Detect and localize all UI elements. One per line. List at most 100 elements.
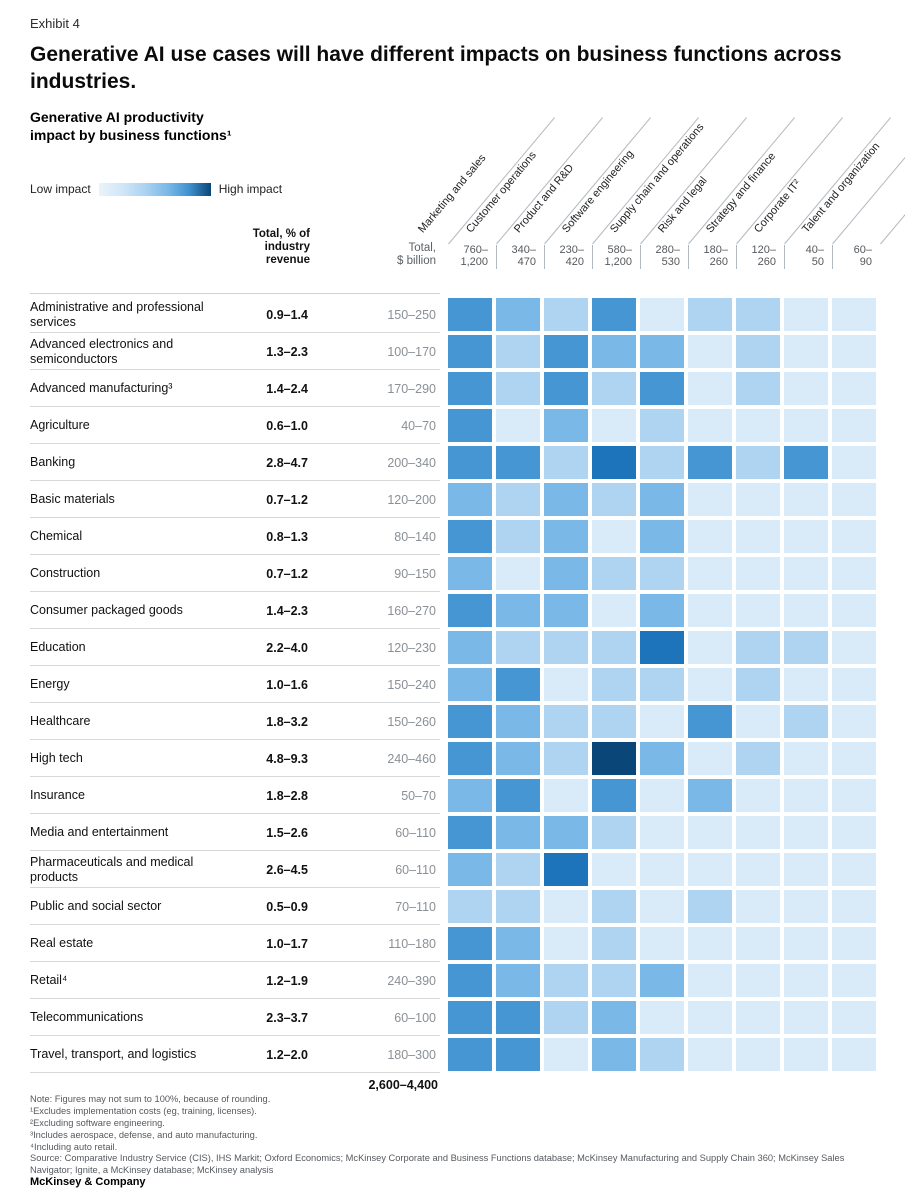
function-header-strategy-and-finance: Strategy and finance: [704, 150, 779, 236]
heat-cell-high-tech--marketing-and-sales: [448, 742, 492, 775]
industry-label: Education: [30, 640, 86, 655]
header-divider-line: [448, 117, 555, 245]
header-divider-line: [832, 117, 905, 245]
function-total-range-customer-operations: 340– 470: [511, 244, 536, 268]
heat-cell-advanced-electronics-and-semiconductors--customer-operations: [496, 335, 540, 368]
row-divider: [30, 1035, 440, 1036]
heat-cell-advanced-manufacturing--risk-and-legal: [688, 372, 732, 405]
industry-label: Pharmaceuticals and medical products: [30, 855, 194, 884]
industry-revenue-pct: 1.4–2.4: [266, 381, 308, 396]
industry-row-travel-transport-and-logistics: Travel, transport, and logistics 1.2–2.0 1…: [30, 1036, 890, 1073]
header-divider-line: [880, 117, 905, 245]
industry-heat-cells: [448, 631, 880, 664]
heat-cell-telecommunications--corporate-it: [784, 1001, 828, 1034]
function-header-software-engineering: Software engineering: [560, 147, 637, 236]
industry-heat-cells: [448, 1001, 880, 1034]
industry-heat-cells: [448, 409, 880, 442]
industry-row-advanced-electronics-and-semiconductors: Advanced electronics and semiconductors 1…: [30, 333, 890, 370]
heat-cell-advanced-manufacturing--supply-chain-and-operations: [640, 372, 684, 405]
heat-cell-high-tech--talent-and-organization: [832, 742, 876, 775]
industry-total-billion: 120–200: [387, 492, 436, 507]
function-total-range-marketing-and-sales: 760– 1,200: [460, 244, 488, 268]
heat-cell-retail--software-engineering: [592, 964, 636, 997]
heat-cell-administrative-and-professional-services--risk-and-legal: [688, 298, 732, 331]
row-divider: [30, 739, 440, 740]
heat-cell-telecommunications--product-and-r-d: [544, 1001, 588, 1034]
heat-cell-administrative-and-professional-services--customer-operations: [496, 298, 540, 331]
heat-cell-advanced-electronics-and-semiconductors--strategy-and-finance: [736, 335, 780, 368]
industry-label: Administrative and professional services: [30, 300, 204, 329]
heat-cell-banking--marketing-and-sales: [448, 446, 492, 479]
industry-label: Advanced manufacturing³: [30, 381, 173, 396]
legend-high-label: High impact: [218, 182, 283, 196]
impact-legend: Low impact High impact: [30, 182, 282, 196]
heat-cell-consumer-packaged-goods--corporate-it: [784, 594, 828, 627]
heat-cell-chemical--corporate-it: [784, 520, 828, 553]
heat-cell-basic-materials--customer-operations: [496, 483, 540, 516]
industry-label: Energy: [30, 677, 70, 692]
heat-cell-basic-materials--supply-chain-and-operations: [640, 483, 684, 516]
heat-cell-education--software-engineering: [592, 631, 636, 664]
heat-cell-real-estate--product-and-r-d: [544, 927, 588, 960]
industry-revenue-pct: 2.3–3.7: [266, 1010, 308, 1025]
industry-heat-cells: [448, 520, 880, 553]
heat-cell-agriculture--customer-operations: [496, 409, 540, 442]
industry-row-retail: Retail⁴ 1.2–1.9 240–390: [30, 962, 890, 999]
heat-cell-travel-transport-and-logistics--product-and-r-d: [544, 1038, 588, 1071]
heat-cell-advanced-manufacturing--software-engineering: [592, 372, 636, 405]
heat-cell-basic-materials--strategy-and-finance: [736, 483, 780, 516]
heat-cell-construction--marketing-and-sales: [448, 557, 492, 590]
heat-cell-construction--risk-and-legal: [688, 557, 732, 590]
industry-heat-cells: [448, 446, 880, 479]
heat-cell-healthcare--customer-operations: [496, 705, 540, 738]
industry-heat-cells: [448, 483, 880, 516]
heat-cell-energy--customer-operations: [496, 668, 540, 701]
heat-cell-agriculture--supply-chain-and-operations: [640, 409, 684, 442]
industry-heat-cells: [448, 298, 880, 331]
industry-row-basic-materials: Basic materials 0.7–1.2 120–200: [30, 481, 890, 518]
header-divider-line: [544, 117, 651, 245]
industry-heat-cells: [448, 890, 880, 923]
heat-cell-energy--corporate-it: [784, 668, 828, 701]
heat-cell-energy--talent-and-organization: [832, 668, 876, 701]
heat-cell-education--strategy-and-finance: [736, 631, 780, 664]
heat-cell-healthcare--risk-and-legal: [688, 705, 732, 738]
heat-cell-pharmaceuticals-and-medical-products--supply-chain-and-operations: [640, 853, 684, 886]
heat-cell-public-and-social-sector--product-and-r-d: [544, 890, 588, 923]
heat-cell-travel-transport-and-logistics--customer-operations: [496, 1038, 540, 1071]
row-divider: [30, 443, 440, 444]
heat-cell-media-and-entertainment--strategy-and-finance: [736, 816, 780, 849]
industry-row-media-and-entertainment: Media and entertainment 1.5–2.6 60–110: [30, 814, 890, 851]
heat-cell-media-and-entertainment--customer-operations: [496, 816, 540, 849]
heat-cell-telecommunications--strategy-and-finance: [736, 1001, 780, 1034]
heat-cell-administrative-and-professional-services--software-engineering: [592, 298, 636, 331]
heat-cell-administrative-and-professional-services--product-and-r-d: [544, 298, 588, 331]
industry-total-billion: 50–70: [401, 788, 436, 803]
industry-total-billion: 100–170: [387, 344, 436, 359]
industry-total-billion: 200–340: [387, 455, 436, 470]
row-divider: [30, 406, 440, 407]
heat-cell-retail--strategy-and-finance: [736, 964, 780, 997]
heat-cell-consumer-packaged-goods--strategy-and-finance: [736, 594, 780, 627]
header-divider-line: [784, 117, 891, 245]
heat-cell-advanced-electronics-and-semiconductors--product-and-r-d: [544, 335, 588, 368]
heat-cell-media-and-entertainment--corporate-it: [784, 816, 828, 849]
row-divider: [30, 591, 440, 592]
heat-cell-administrative-and-professional-services--marketing-and-sales: [448, 298, 492, 331]
heat-cell-pharmaceuticals-and-medical-products--risk-and-legal: [688, 853, 732, 886]
industry-revenue-pct: 2.6–4.5: [266, 862, 308, 877]
industry-row-banking: Banking 2.8–4.7 200–340: [30, 444, 890, 481]
heat-cell-real-estate--supply-chain-and-operations: [640, 927, 684, 960]
heat-cell-high-tech--customer-operations: [496, 742, 540, 775]
function-total-range-product-and-r-d: 230– 420: [559, 244, 584, 268]
function-header-product-and-r-d: Product and R&D: [512, 162, 577, 236]
heat-cell-advanced-manufacturing--customer-operations: [496, 372, 540, 405]
heat-cell-consumer-packaged-goods--supply-chain-and-operations: [640, 594, 684, 627]
heat-cell-construction--strategy-and-finance: [736, 557, 780, 590]
heat-cell-pharmaceuticals-and-medical-products--customer-operations: [496, 853, 540, 886]
industry-revenue-pct: 1.8–3.2: [266, 714, 308, 729]
heat-cell-healthcare--strategy-and-finance: [736, 705, 780, 738]
function-total-range-supply-chain-and-operations: 280– 530: [655, 244, 680, 268]
industry-total-billion: 240–460: [387, 751, 436, 766]
industry-label: Basic materials: [30, 492, 115, 507]
